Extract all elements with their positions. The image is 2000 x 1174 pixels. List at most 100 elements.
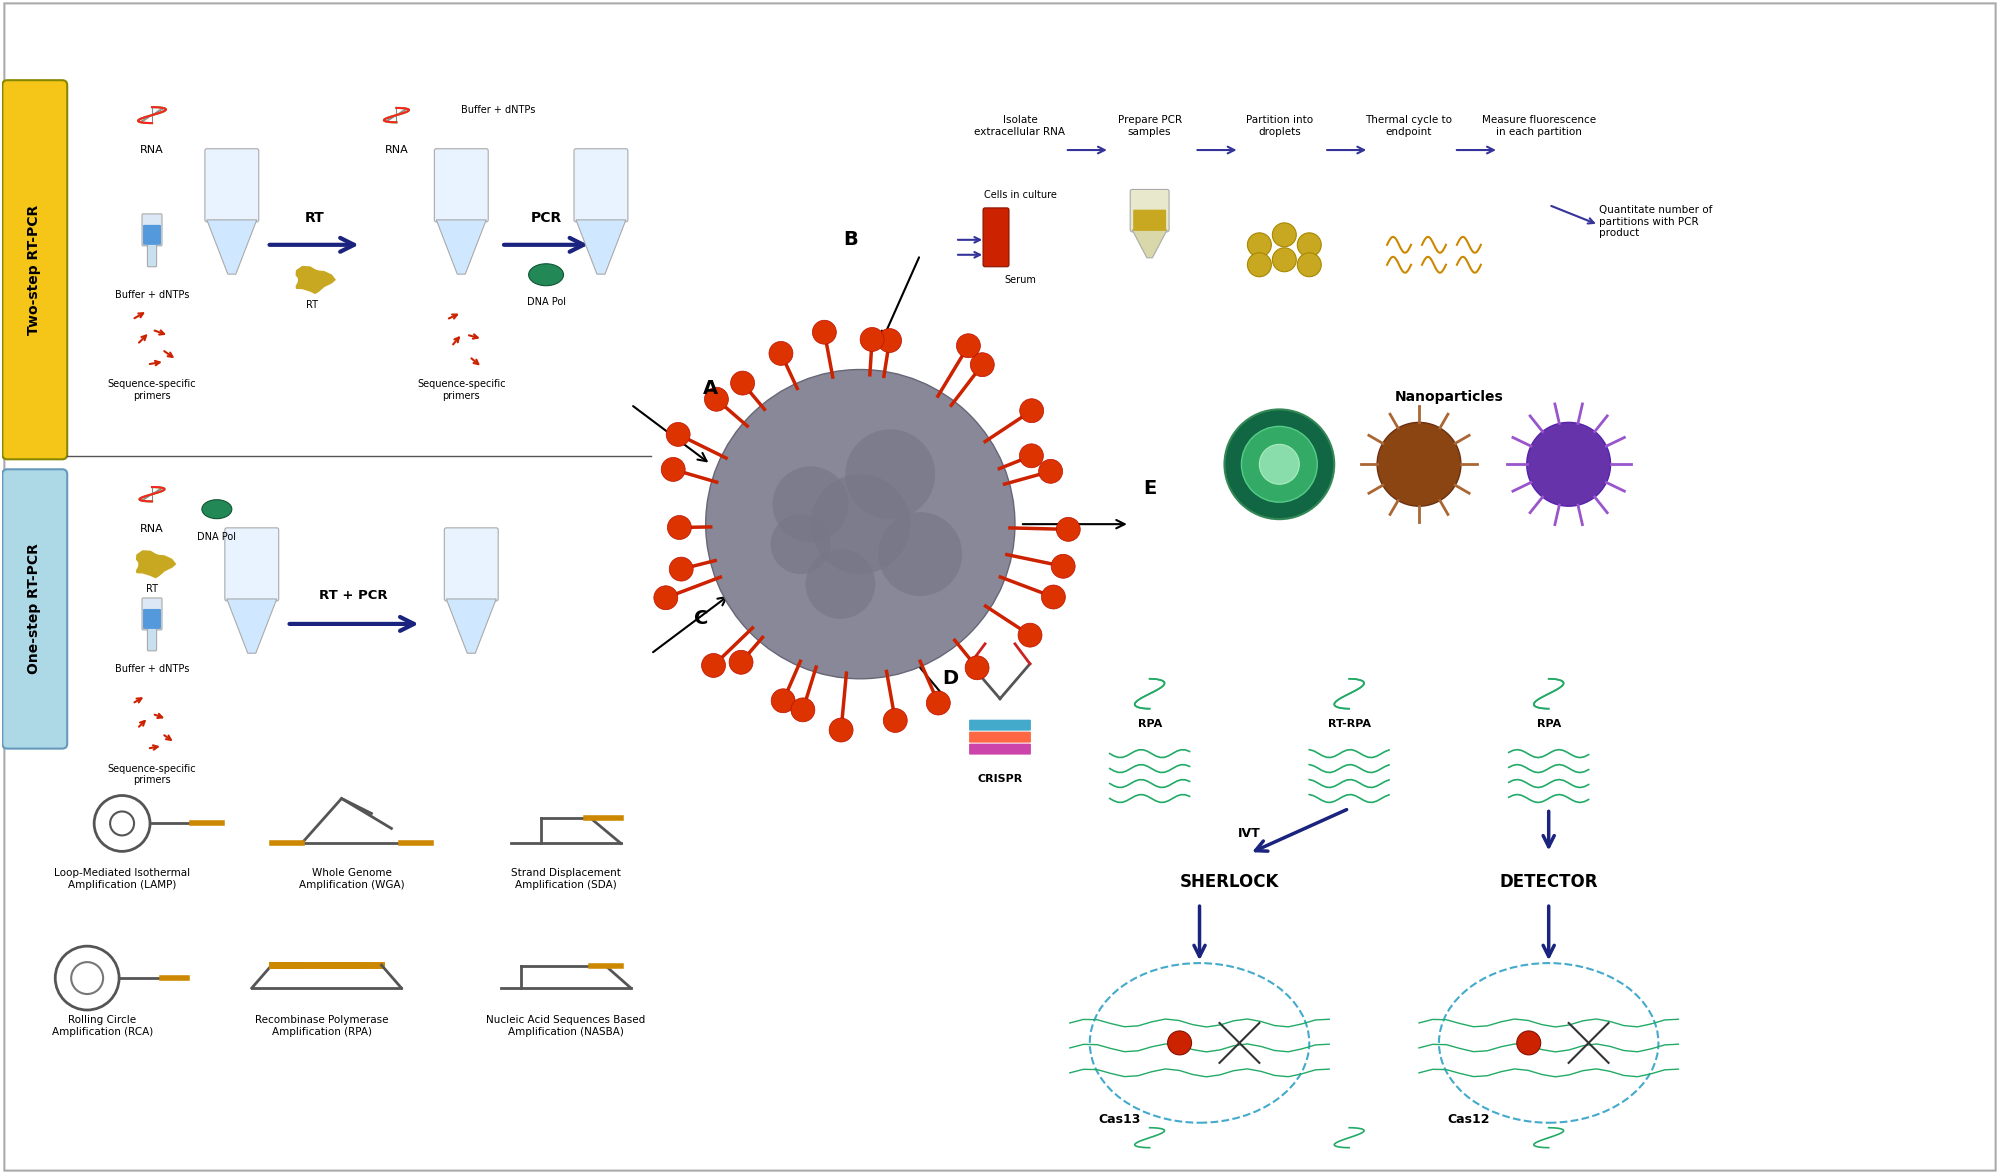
Polygon shape — [436, 220, 486, 275]
Circle shape — [1020, 444, 1044, 467]
Circle shape — [1272, 223, 1296, 247]
FancyBboxPatch shape — [970, 743, 1030, 755]
Text: Sequence-specific
primers: Sequence-specific primers — [108, 379, 196, 402]
Circle shape — [878, 512, 962, 596]
Circle shape — [806, 549, 876, 619]
Text: Buffer + dNTPs: Buffer + dNTPs — [114, 290, 190, 299]
Circle shape — [706, 370, 1014, 679]
Text: IVT: IVT — [1238, 826, 1260, 839]
Circle shape — [926, 691, 950, 715]
Circle shape — [878, 329, 902, 352]
Text: One-step RT-PCR: One-step RT-PCR — [28, 544, 42, 674]
Circle shape — [1260, 444, 1300, 484]
Text: Sequence-specific
primers: Sequence-specific primers — [108, 763, 196, 785]
Text: Cas13: Cas13 — [1098, 1113, 1140, 1126]
Circle shape — [654, 586, 678, 609]
Circle shape — [772, 689, 796, 713]
FancyBboxPatch shape — [142, 598, 162, 630]
Circle shape — [772, 466, 848, 542]
Text: Buffer + dNTPs: Buffer + dNTPs — [114, 663, 190, 674]
FancyBboxPatch shape — [444, 528, 498, 601]
Text: Loop-Mediated Isothermal
Amplification (LAMP): Loop-Mediated Isothermal Amplification (… — [54, 869, 190, 890]
Text: CRISPR: CRISPR — [978, 774, 1022, 783]
Polygon shape — [1132, 230, 1168, 258]
Text: RT + PCR: RT + PCR — [320, 589, 388, 602]
Circle shape — [1056, 518, 1080, 541]
Polygon shape — [206, 220, 256, 275]
Text: SHERLOCK: SHERLOCK — [1180, 873, 1280, 891]
Circle shape — [966, 656, 990, 680]
FancyBboxPatch shape — [984, 208, 1008, 266]
Circle shape — [1526, 423, 1610, 506]
Circle shape — [956, 333, 980, 358]
FancyBboxPatch shape — [148, 628, 156, 650]
Text: RPA: RPA — [1138, 718, 1162, 729]
Circle shape — [1272, 248, 1296, 271]
Circle shape — [1298, 232, 1322, 257]
FancyBboxPatch shape — [434, 149, 488, 222]
Circle shape — [666, 423, 690, 446]
Text: Recombinase Polymerase
Amplification (RPA): Recombinase Polymerase Amplification (RP… — [254, 1016, 388, 1037]
FancyBboxPatch shape — [224, 528, 278, 601]
Text: Cas12: Cas12 — [1448, 1113, 1490, 1126]
Circle shape — [1042, 585, 1066, 609]
FancyBboxPatch shape — [2, 470, 68, 749]
Text: Measure fluorescence
in each partition: Measure fluorescence in each partition — [1482, 115, 1596, 136]
Circle shape — [970, 352, 994, 377]
Circle shape — [1038, 459, 1062, 484]
Circle shape — [1242, 426, 1318, 502]
FancyBboxPatch shape — [148, 244, 156, 266]
FancyBboxPatch shape — [142, 214, 162, 245]
Circle shape — [830, 718, 854, 742]
Text: RPA: RPA — [1536, 718, 1560, 729]
Circle shape — [790, 697, 814, 722]
Text: DETECTOR: DETECTOR — [1500, 873, 1598, 891]
Circle shape — [884, 708, 908, 733]
Text: PCR: PCR — [530, 211, 562, 225]
Text: Quantitate number of
partitions with PCR
product: Quantitate number of partitions with PCR… — [1598, 205, 1712, 238]
Text: Strand Displacement
Amplification (SDA): Strand Displacement Amplification (SDA) — [512, 869, 620, 890]
Text: E: E — [1144, 479, 1156, 498]
FancyBboxPatch shape — [970, 720, 1030, 730]
FancyBboxPatch shape — [970, 731, 1030, 743]
Circle shape — [662, 458, 686, 481]
Circle shape — [770, 514, 830, 574]
FancyBboxPatch shape — [204, 149, 258, 222]
Text: Nanoparticles: Nanoparticles — [1394, 391, 1504, 404]
FancyBboxPatch shape — [1134, 210, 1166, 231]
Circle shape — [668, 515, 692, 540]
Text: Two-step RT-PCR: Two-step RT-PCR — [28, 204, 42, 335]
Text: RT-RPA: RT-RPA — [1328, 718, 1370, 729]
Circle shape — [1168, 1031, 1192, 1055]
Circle shape — [1516, 1031, 1540, 1055]
Text: RNA: RNA — [140, 524, 164, 534]
Ellipse shape — [528, 264, 564, 285]
Text: Rolling Circle
Amplification (RCA): Rolling Circle Amplification (RCA) — [52, 1016, 152, 1037]
Text: Buffer + dNTPs: Buffer + dNTPs — [462, 106, 536, 115]
Polygon shape — [576, 220, 626, 275]
Circle shape — [1018, 623, 1042, 647]
Circle shape — [846, 430, 936, 519]
Circle shape — [1052, 554, 1076, 579]
FancyBboxPatch shape — [574, 149, 628, 222]
Text: Thermal cycle to
endpoint: Thermal cycle to endpoint — [1366, 115, 1452, 136]
Polygon shape — [226, 599, 276, 653]
Text: Whole Genome
Amplification (WGA): Whole Genome Amplification (WGA) — [298, 869, 404, 890]
Circle shape — [1298, 252, 1322, 277]
Text: Prepare PCR
samples: Prepare PCR samples — [1118, 115, 1182, 136]
Text: C: C — [694, 609, 708, 628]
Text: RNA: RNA — [384, 146, 408, 155]
Circle shape — [730, 371, 754, 396]
FancyBboxPatch shape — [2, 80, 68, 459]
Text: RT: RT — [306, 299, 318, 310]
Text: DNA Pol: DNA Pol — [198, 532, 236, 542]
Circle shape — [1020, 399, 1044, 423]
Text: B: B — [842, 230, 858, 249]
Circle shape — [702, 654, 726, 677]
Circle shape — [860, 328, 884, 351]
Circle shape — [1248, 232, 1272, 257]
Circle shape — [1378, 423, 1460, 506]
Circle shape — [768, 342, 792, 365]
Ellipse shape — [202, 500, 232, 519]
Circle shape — [670, 558, 694, 581]
